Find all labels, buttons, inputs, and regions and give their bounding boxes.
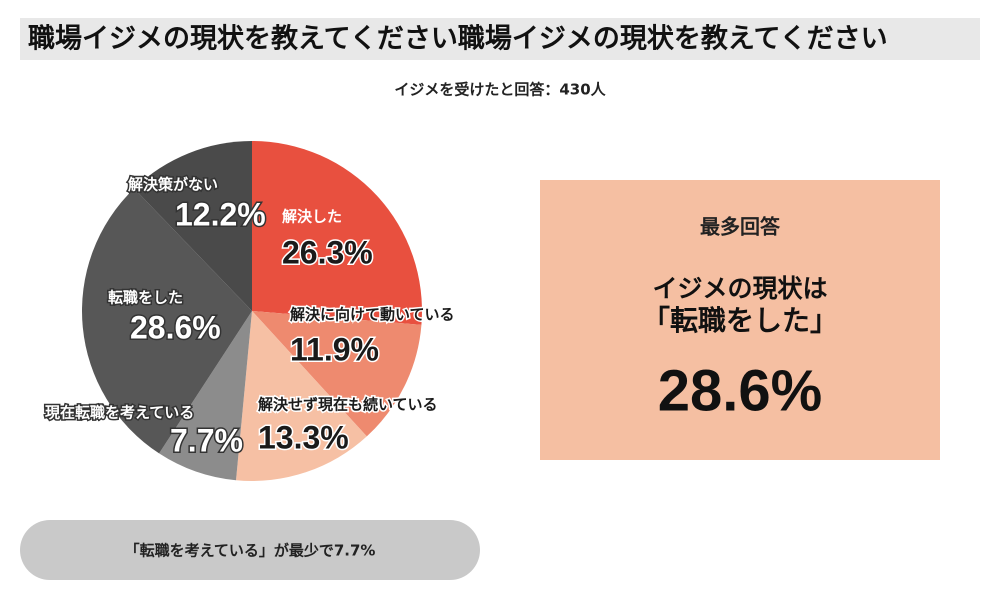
pie: 解決した 26.3% 解決に向けて動いている 11.9% 解決せず現在も続いている 13.… bbox=[44, 141, 456, 482]
title-bar bbox=[20, 18, 980, 60]
pie-slice bbox=[159, 311, 252, 481]
highlight-heading: 最多回答 bbox=[700, 215, 781, 239]
pie-slice bbox=[82, 188, 253, 454]
note-pill bbox=[20, 520, 480, 580]
slice-value: 12.2% bbox=[175, 196, 266, 232]
slice-value: 28.6% bbox=[130, 309, 221, 345]
slice-label: 解決策がない bbox=[128, 176, 218, 194]
slice-value: 26.3% bbox=[282, 234, 373, 270]
slice-label: 解決せず現在も続いている bbox=[258, 396, 438, 414]
slice-value: 7.7% bbox=[170, 422, 243, 458]
slice-label: 解決した bbox=[282, 208, 342, 226]
pie-slice bbox=[134, 141, 252, 311]
slice-value: 13.3% bbox=[258, 419, 349, 455]
slice-label: 現在転職を考えている bbox=[45, 404, 194, 422]
slice-label: 転職をした bbox=[108, 289, 183, 307]
highlight-line: イジメの現状は bbox=[652, 274, 827, 303]
note: 「転職を考えている」が最少で7.7% bbox=[125, 542, 376, 560]
pie-slice bbox=[236, 311, 367, 482]
slice-value: 11.9% bbox=[290, 331, 379, 367]
highlight-box bbox=[540, 180, 940, 460]
slice-label: 解決に向けて動いている bbox=[290, 306, 455, 324]
highlight-value: 28.6% bbox=[658, 358, 822, 423]
chart-subtitle: イジメを受けたと回答：430人 bbox=[394, 81, 606, 99]
chart-title: 職場イジメの現状を教えてください職場イジメの現状を教えてください bbox=[28, 24, 888, 55]
highlight-line: 「転職をした」 bbox=[642, 304, 838, 337]
pie-slice bbox=[252, 141, 422, 325]
pie-slice bbox=[252, 311, 422, 437]
